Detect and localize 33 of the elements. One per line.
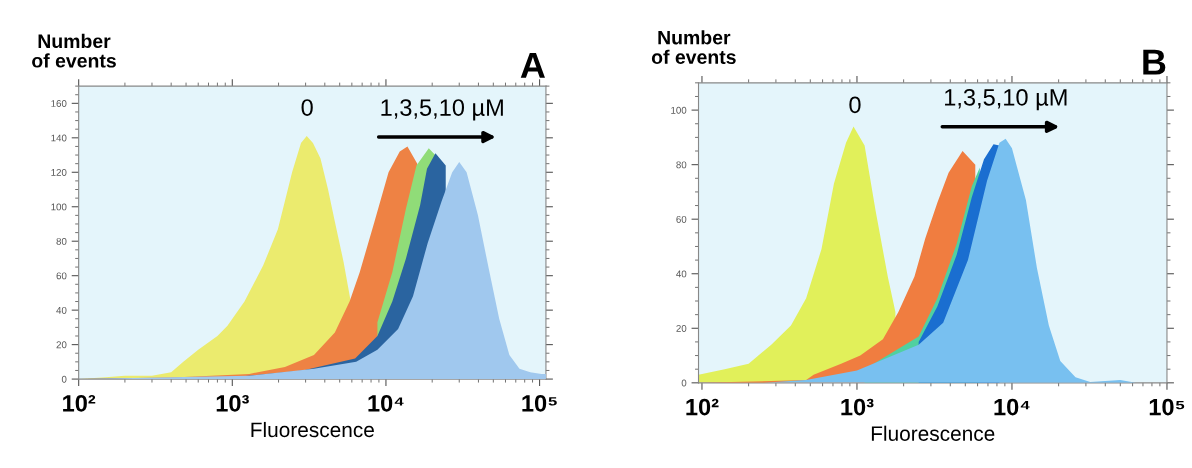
- x-axis-title: Fluorescence: [251, 421, 374, 438]
- y-tick-label: 40: [676, 270, 687, 278]
- annotation: 0: [849, 96, 861, 114]
- y-tick-label: 60: [676, 215, 687, 223]
- x-tick-label: 10³: [216, 394, 249, 412]
- x-tick-label: 10⁴: [368, 394, 404, 412]
- x-axis-title: Fluorescence: [871, 425, 995, 441]
- chart-title: B: [1143, 49, 1166, 75]
- annotation: 0: [301, 99, 313, 116]
- y-tick-label: 80: [676, 161, 687, 169]
- annotation: 1,3,5,10 µM: [945, 88, 1067, 111]
- y-tick-label: 120: [51, 169, 67, 176]
- y-tick-label: 160: [51, 100, 67, 107]
- y-tick-label: 140: [51, 134, 67, 142]
- y-tick-label: 40: [56, 306, 67, 314]
- y-tick-label: 80: [56, 237, 67, 245]
- y-tick-label: 0: [61, 375, 67, 383]
- x-tick-label: 10⁵: [1149, 398, 1185, 416]
- y-tick-label: 60: [56, 272, 67, 280]
- x-tick-label: 10⁴: [994, 398, 1030, 416]
- y-tick-label: 20: [56, 341, 67, 349]
- y-axis-title: Number of events: [651, 30, 736, 64]
- chart-title: A: [520, 52, 545, 78]
- y-tick-label: 100: [671, 106, 687, 114]
- x-tick-label: 10³: [841, 398, 874, 416]
- x-tick-label: 10²: [63, 394, 96, 412]
- y-axis-title: Number of events: [32, 33, 116, 68]
- x-tick-label: 10⁵: [522, 394, 557, 412]
- y-tick-label: 20: [676, 325, 687, 332]
- x-tick-label: 10²: [686, 398, 719, 416]
- y-tick-label: 0: [681, 379, 687, 387]
- y-tick-label: 100: [51, 203, 67, 211]
- annotation: 1,3,5,10 µM: [381, 99, 503, 121]
